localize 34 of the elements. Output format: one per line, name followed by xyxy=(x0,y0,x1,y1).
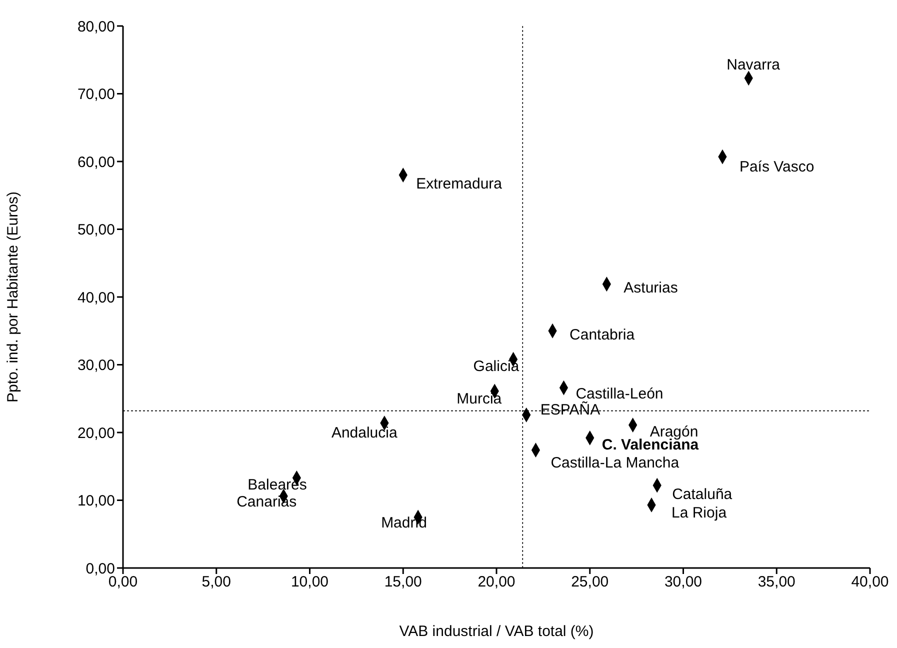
annotation: Castilla-La Mancha xyxy=(550,454,680,472)
x-tick-label: 20,00 xyxy=(478,574,516,591)
x-tick-label: 35,00 xyxy=(758,574,796,591)
annotation: Madrid xyxy=(381,514,427,532)
x-tick-label: 25,00 xyxy=(571,574,609,591)
annotation: Murcia xyxy=(456,390,502,408)
x-axis-title: VAB industrial / VAB total (%) xyxy=(399,623,594,640)
annotation: ESPAÑA xyxy=(540,400,600,418)
annotation: Aragón xyxy=(650,424,698,441)
annotation: Baleares xyxy=(248,476,307,494)
y-axis-title: Ppto. ind. por Habitante (Euros) xyxy=(4,192,22,402)
annotation: Extremadura xyxy=(416,176,503,193)
annotation: Castilla-León xyxy=(576,385,664,402)
y-tick-label: 60,00 xyxy=(77,154,115,171)
annotation: Cantabria xyxy=(570,326,636,344)
x-tick-label: 10,00 xyxy=(290,574,329,591)
annotation: Asturias xyxy=(624,280,678,297)
y-tick-label: 50,00 xyxy=(77,222,115,239)
annotation: País Vasco xyxy=(739,158,814,176)
y-tick-label: 10,00 xyxy=(77,492,115,510)
annotation: Andalucia xyxy=(331,424,398,442)
y-tick-label: 30,00 xyxy=(77,357,115,374)
annotation: Galicia xyxy=(473,358,520,375)
x-tick-label: 30,00 xyxy=(664,574,702,591)
y-tick-label: 70,00 xyxy=(77,86,115,104)
x-tick-label: 15,00 xyxy=(384,574,422,591)
annotation: Cataluña xyxy=(672,486,733,503)
x-tick-label: 5,00 xyxy=(202,574,231,591)
annotation: Navarra xyxy=(726,56,781,74)
annotation: La Rioja xyxy=(672,504,728,522)
y-tick-label: 20,00 xyxy=(77,424,115,442)
x-tick-label: 40,00 xyxy=(851,574,889,591)
y-tick-label: 40,00 xyxy=(77,289,115,306)
y-tick-label: 80,00 xyxy=(77,18,115,36)
